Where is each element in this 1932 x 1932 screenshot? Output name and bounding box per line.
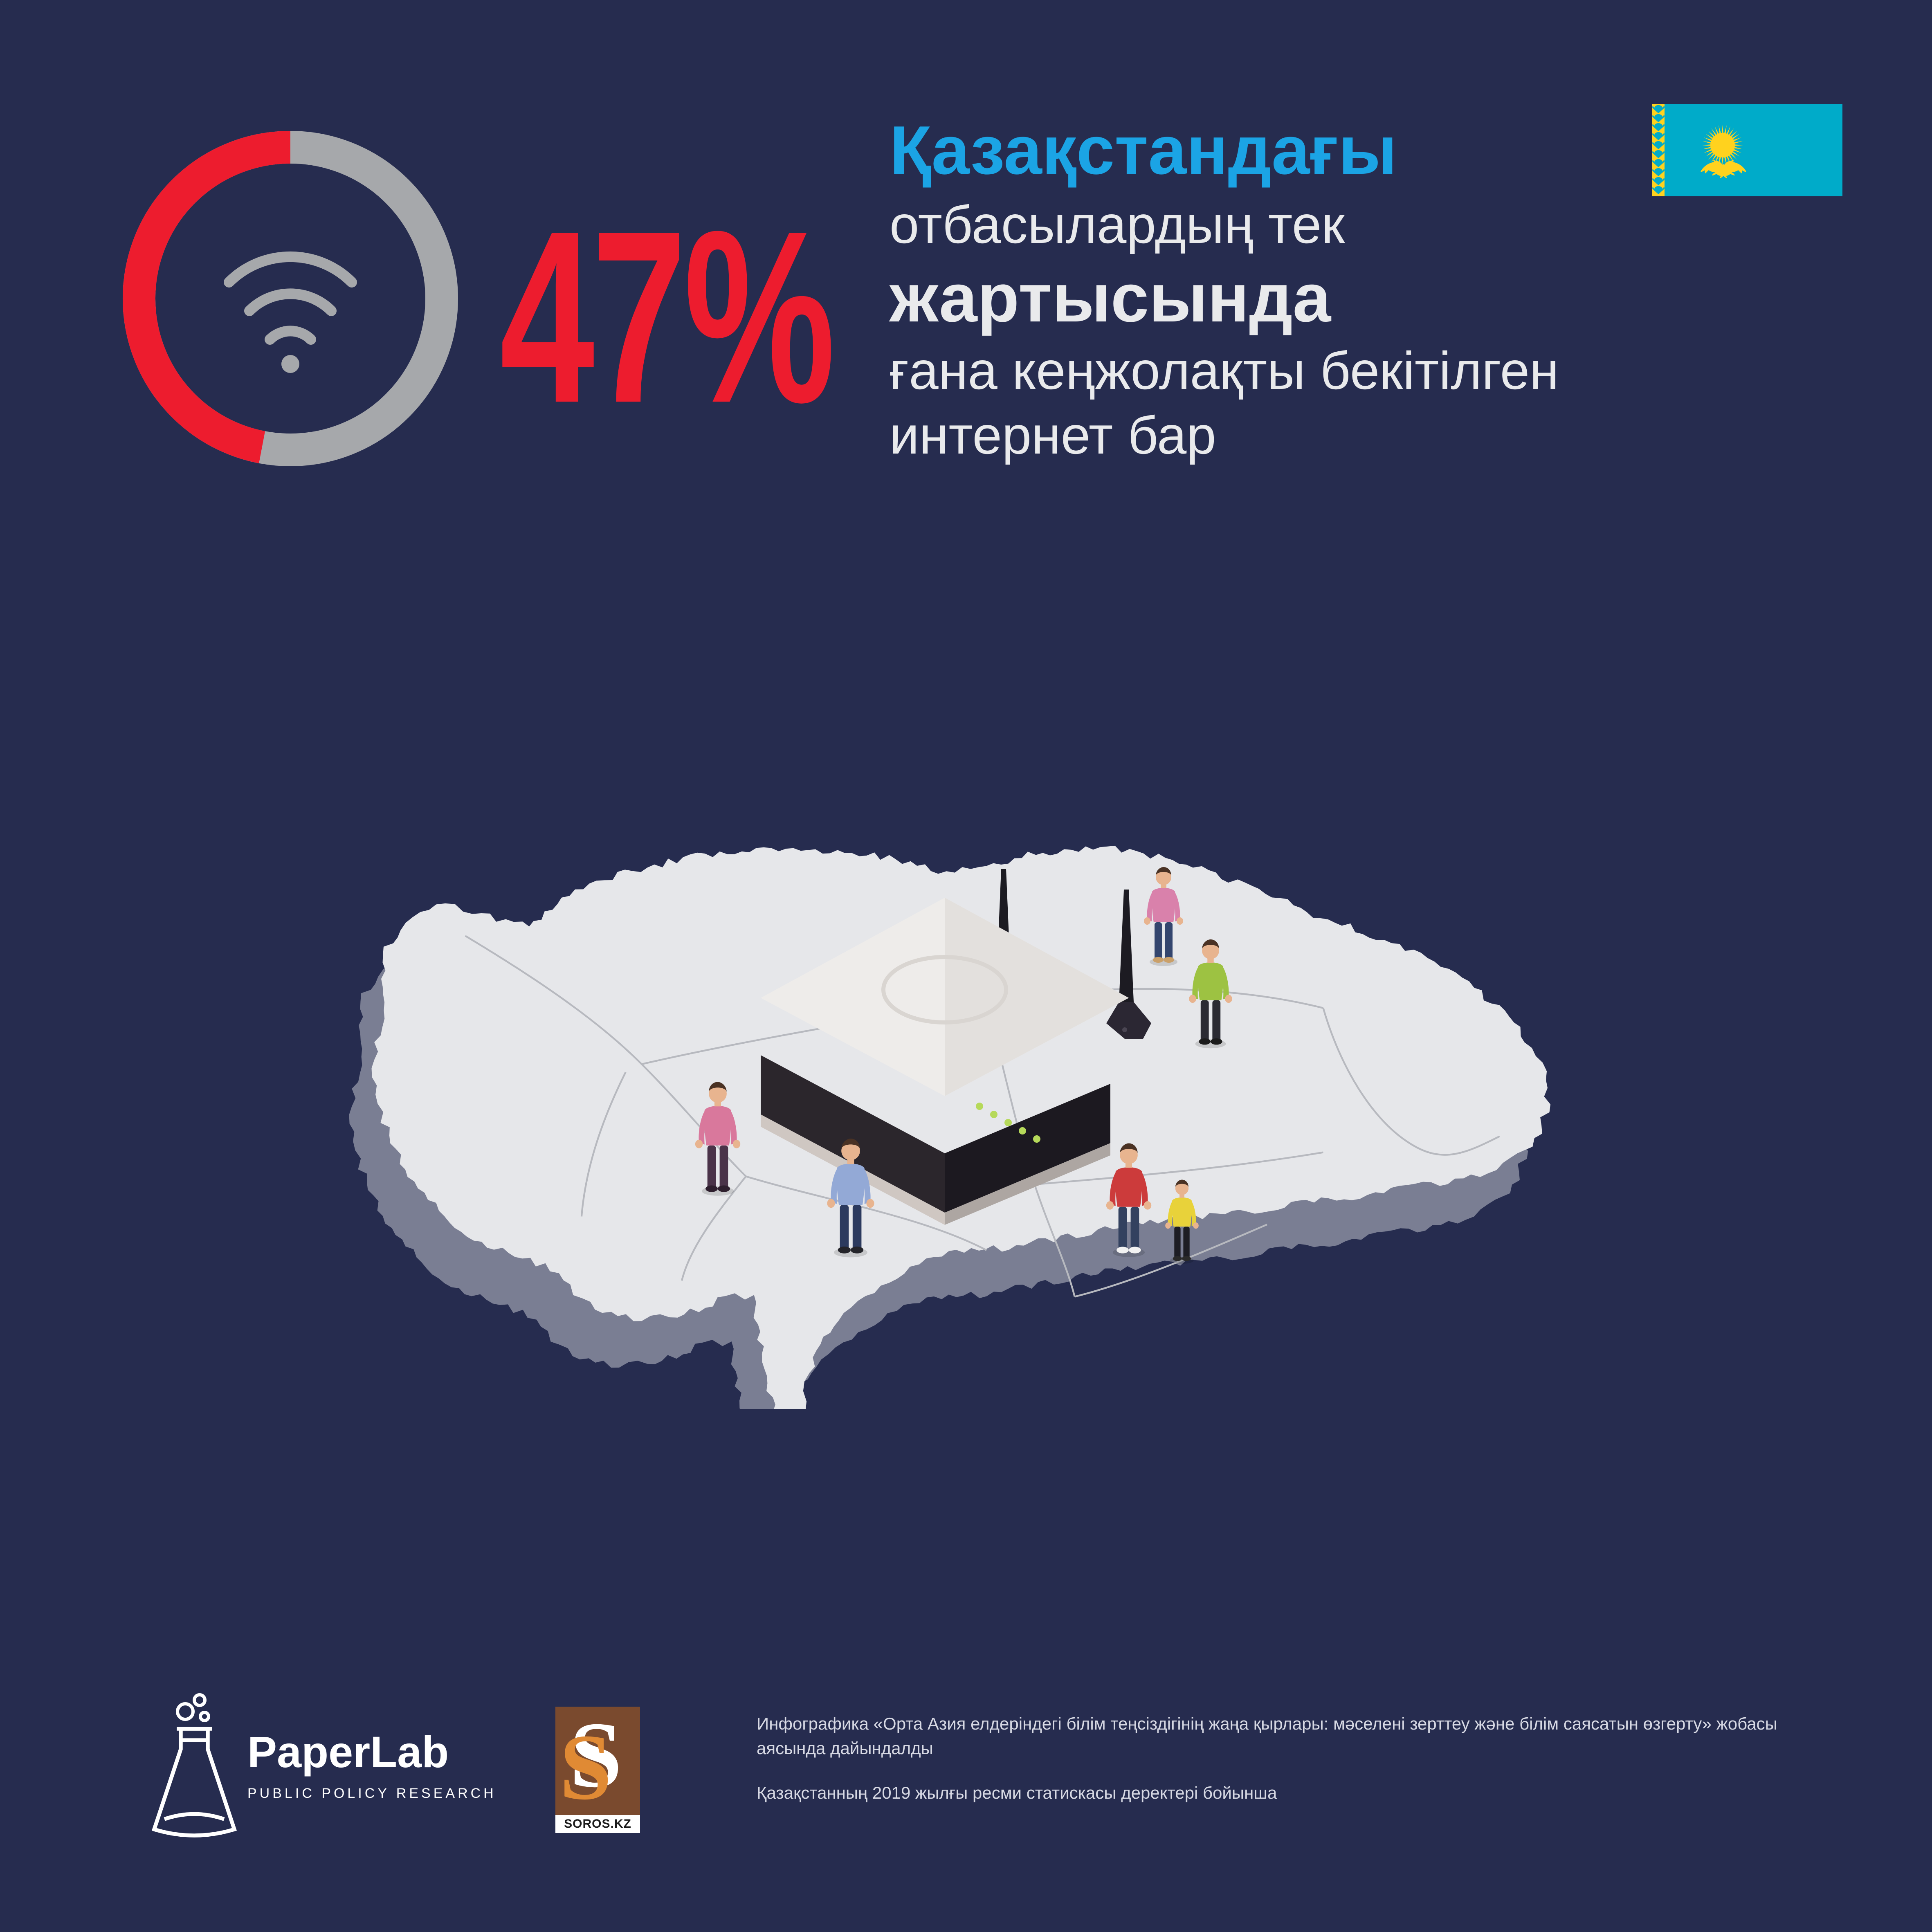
svg-text:S: S <box>559 1715 612 1813</box>
